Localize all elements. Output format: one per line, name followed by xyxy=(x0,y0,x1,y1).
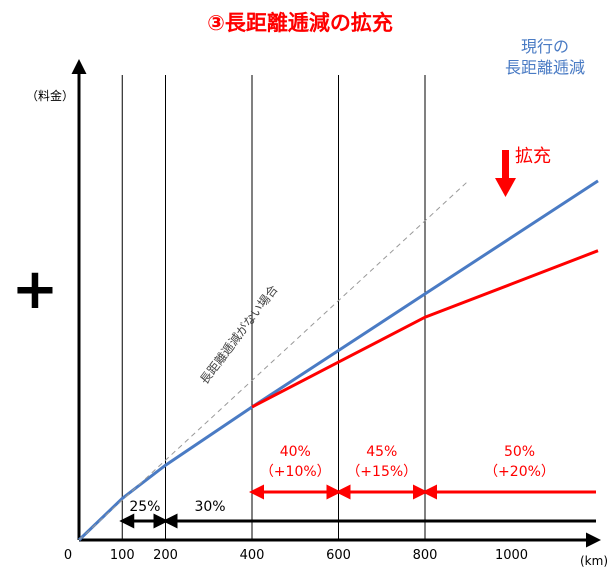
segment-sub-3: （+15%） xyxy=(346,464,417,480)
reduction-arrow-shaft xyxy=(502,150,509,180)
legend-expanded: 拡充 xyxy=(515,146,551,167)
x-tick-0: 0 xyxy=(64,548,72,563)
legend-current-line2: 長距離逓減 xyxy=(505,58,585,77)
x-tick-800: 800 xyxy=(413,548,438,563)
rate-segments: 25% 30% 40% （+10%） 45% （+15%） 50% （+20%） xyxy=(119,444,596,529)
x-axis-label: (km) xyxy=(580,554,607,568)
legend-no-reduction: 長距離逓減がない場合 xyxy=(196,282,280,387)
series-line-0 xyxy=(77,179,599,542)
series-lines xyxy=(77,179,599,542)
chart-title: ③長距離逓減の拡充 xyxy=(207,11,393,35)
segment-label-1: 30% xyxy=(194,499,225,515)
segment-label-4: 50% xyxy=(504,444,535,460)
x-tick-labels: 0 100 200 400 600 800 1000 xyxy=(64,548,528,563)
series-line-1 xyxy=(251,249,599,409)
segment-label-2: 40% xyxy=(280,444,311,460)
series-line-2 xyxy=(78,180,469,541)
x-tick-600: 600 xyxy=(326,548,351,563)
legend-current-line1: 現行の xyxy=(521,37,569,56)
segment-sub-4: （+20%） xyxy=(484,464,555,480)
reduction-arrow-head xyxy=(495,178,516,197)
vertical-gridlines xyxy=(121,75,426,540)
segment-label-3: 45% xyxy=(366,444,397,460)
x-tick-400: 400 xyxy=(240,548,265,563)
axes xyxy=(71,59,601,548)
segment-sub-2: （+10%） xyxy=(260,464,331,480)
x-tick-1000: 1000 xyxy=(495,548,528,563)
x-tick-200: 200 xyxy=(153,548,178,563)
plus-symbol: + xyxy=(12,257,59,322)
y-axis-label: （料金） xyxy=(26,88,74,103)
x-tick-100: 100 xyxy=(110,548,135,563)
segment-label-0: 25% xyxy=(129,499,160,515)
